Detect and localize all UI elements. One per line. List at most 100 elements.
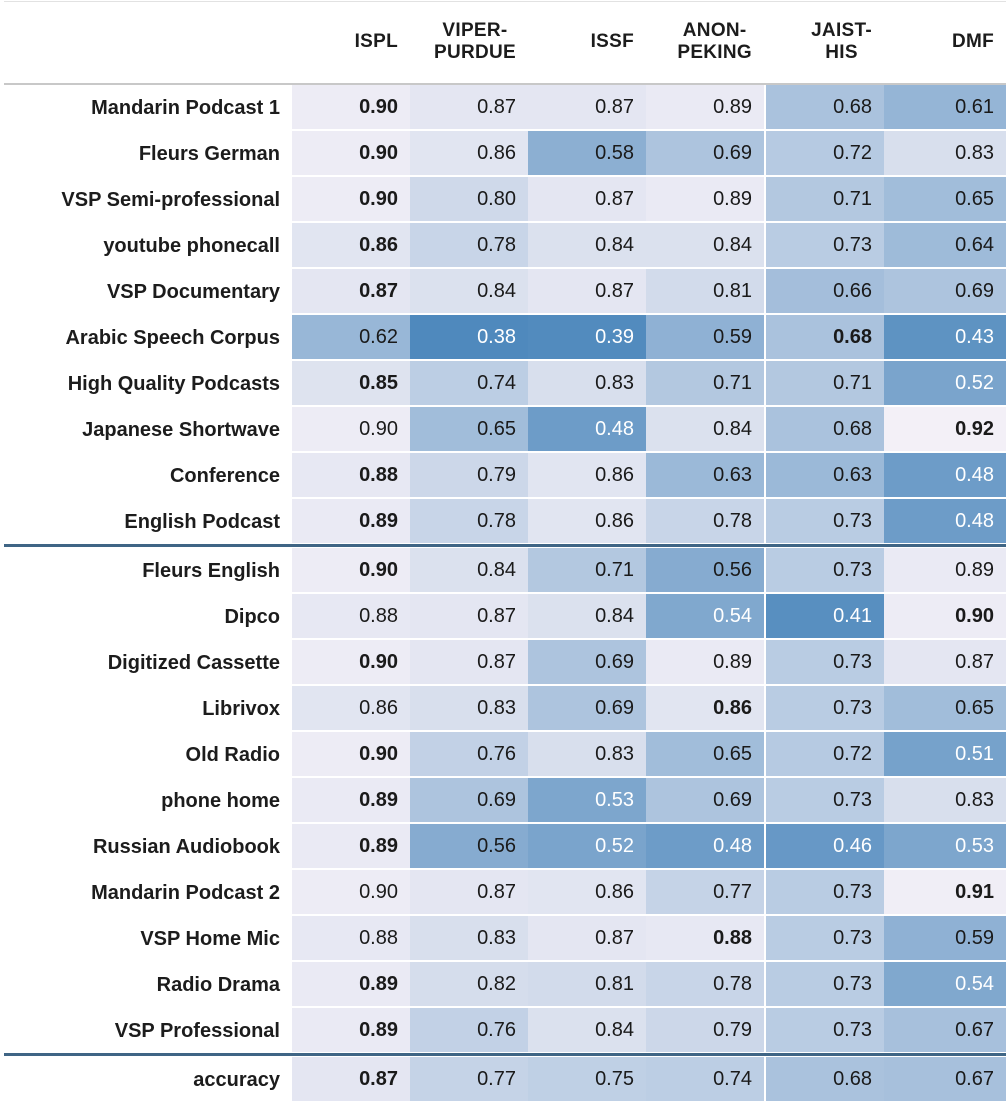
heatmap-cell: 0.91 bbox=[884, 870, 1006, 914]
heatmap-cell: 0.89 bbox=[884, 548, 1006, 592]
heatmap-cell: 0.53 bbox=[884, 824, 1006, 868]
heatmap-cell: 0.48 bbox=[528, 407, 646, 451]
column-header-label: ANON- PEKING bbox=[677, 20, 752, 63]
heatmap-cell: 0.79 bbox=[410, 453, 528, 497]
heatmap-cell: 0.88 bbox=[646, 916, 764, 960]
row-label: Dipco bbox=[224, 605, 280, 628]
heatmap-cell: 0.58 bbox=[528, 131, 646, 175]
column-header-label: ISSF bbox=[590, 31, 634, 52]
heatmap-cell: 0.83 bbox=[528, 732, 646, 776]
heatmap-cell: 0.88 bbox=[292, 453, 410, 497]
heatmap-cell: 0.56 bbox=[646, 548, 764, 592]
heatmap-cell: 0.87 bbox=[528, 85, 646, 129]
heatmap-cell: 0.90 bbox=[884, 594, 1006, 638]
column-header: VIPER- PURDUE bbox=[410, 0, 528, 84]
heatmap-cell: 0.48 bbox=[884, 499, 1006, 543]
heatmap-cell: 0.54 bbox=[884, 962, 1006, 1006]
heatmap-cell: 0.87 bbox=[528, 177, 646, 221]
column-header: JAIST- HIS bbox=[766, 0, 884, 84]
heatmap-cell: 0.89 bbox=[646, 177, 764, 221]
row-label: youtube phonecall bbox=[103, 234, 280, 257]
heatmap-cell: 0.77 bbox=[646, 870, 764, 914]
heatmap-cell: 0.69 bbox=[410, 778, 528, 822]
heatmap-cell: 0.76 bbox=[410, 732, 528, 776]
heatmap-cell: 0.69 bbox=[884, 269, 1006, 313]
column-header: ISSF bbox=[528, 0, 646, 84]
heatmap-cell: 0.84 bbox=[528, 223, 646, 267]
heatmap-cell: 0.87 bbox=[410, 594, 528, 638]
column-header: ANON- PEKING bbox=[646, 0, 764, 84]
heatmap-cell: 0.63 bbox=[766, 453, 884, 497]
heatmap-cell: 0.72 bbox=[766, 131, 884, 175]
heatmap-cell: 0.39 bbox=[528, 315, 646, 359]
heatmap-cell: 0.66 bbox=[766, 269, 884, 313]
heatmap-cell: 0.84 bbox=[410, 548, 528, 592]
heatmap-cell: 0.46 bbox=[766, 824, 884, 868]
heatmap-cell: 0.86 bbox=[528, 453, 646, 497]
heatmap-cell: 0.86 bbox=[410, 131, 528, 175]
heatmap-cell: 0.69 bbox=[528, 640, 646, 684]
heatmap-cell: 0.77 bbox=[410, 1057, 528, 1101]
heatmap-cell: 0.86 bbox=[292, 686, 410, 730]
heatmap-cell: 0.89 bbox=[292, 824, 410, 868]
heatmap-cell: 0.69 bbox=[646, 131, 764, 175]
row-label: Fleurs English bbox=[142, 559, 280, 582]
heatmap-cell: 0.78 bbox=[646, 962, 764, 1006]
heatmap-cell: 0.74 bbox=[646, 1057, 764, 1101]
row-label: VSP Semi-professional bbox=[61, 188, 280, 211]
heatmap-cell: 0.59 bbox=[884, 916, 1006, 960]
heatmap-cell: 0.43 bbox=[884, 315, 1006, 359]
heatmap-cell: 0.90 bbox=[292, 177, 410, 221]
row-label: Japanese Shortwave bbox=[82, 418, 280, 441]
row-label: Radio Drama bbox=[156, 973, 280, 996]
heatmap-cell: 0.83 bbox=[884, 131, 1006, 175]
heatmap-cell: 0.73 bbox=[766, 499, 884, 543]
heatmap-cell: 0.89 bbox=[646, 85, 764, 129]
row-label: VSP Documentary bbox=[106, 280, 280, 303]
heatmap-cell: 0.89 bbox=[292, 962, 410, 1006]
heatmap-cell: 0.48 bbox=[884, 453, 1006, 497]
heatmap-cell: 0.87 bbox=[528, 269, 646, 313]
heatmap-cell: 0.71 bbox=[766, 361, 884, 405]
row-label: Old Radio bbox=[185, 743, 280, 766]
row-label: Conference bbox=[169, 464, 280, 487]
heatmap-cell: 0.53 bbox=[528, 778, 646, 822]
heatmap-cell: 0.73 bbox=[766, 962, 884, 1006]
heatmap-cell: 0.48 bbox=[646, 824, 764, 868]
heatmap-cell: 0.76 bbox=[410, 1008, 528, 1052]
heatmap-cell: 0.83 bbox=[884, 778, 1006, 822]
heatmap-cell: 0.74 bbox=[410, 361, 528, 405]
heatmap-cell: 0.86 bbox=[528, 499, 646, 543]
heatmap-cell: 0.87 bbox=[528, 916, 646, 960]
heatmap-cell: 0.89 bbox=[646, 640, 764, 684]
heatmap-cell: 0.73 bbox=[766, 686, 884, 730]
heatmap-cell: 0.80 bbox=[410, 177, 528, 221]
heatmap-cell: 0.85 bbox=[292, 361, 410, 405]
heatmap-cell: 0.67 bbox=[884, 1057, 1006, 1101]
heatmap-cell: 0.63 bbox=[646, 453, 764, 497]
heatmap-cell: 0.61 bbox=[884, 85, 1006, 129]
heatmap-cell: 0.68 bbox=[766, 1057, 884, 1101]
row-label: phone home bbox=[161, 789, 280, 812]
heatmap-cell: 0.83 bbox=[528, 361, 646, 405]
row-label: English Podcast bbox=[124, 510, 280, 533]
heatmap-cell: 0.78 bbox=[646, 499, 764, 543]
heatmap-cell: 0.69 bbox=[646, 778, 764, 822]
heatmap-cell: 0.72 bbox=[766, 732, 884, 776]
heatmap-cell: 0.59 bbox=[646, 315, 764, 359]
heatmap-cell: 0.68 bbox=[766, 407, 884, 451]
heatmap-cell: 0.90 bbox=[292, 407, 410, 451]
heatmap-cell: 0.68 bbox=[766, 315, 884, 359]
heatmap-cell: 0.84 bbox=[410, 269, 528, 313]
heatmap-cell: 0.87 bbox=[410, 85, 528, 129]
heatmap-cell: 0.90 bbox=[292, 640, 410, 684]
heatmap-cell: 0.52 bbox=[528, 824, 646, 868]
heatmap-cell: 0.75 bbox=[528, 1057, 646, 1101]
heatmap-cell: 0.87 bbox=[884, 640, 1006, 684]
heatmap-cell: 0.65 bbox=[410, 407, 528, 451]
row-label: Russian Audiobook bbox=[92, 835, 280, 858]
row-label: Librivox bbox=[202, 697, 280, 720]
row-label: VSP Professional bbox=[114, 1019, 280, 1042]
heatmap-cell: 0.90 bbox=[292, 548, 410, 592]
heatmap-cell: 0.83 bbox=[410, 686, 528, 730]
